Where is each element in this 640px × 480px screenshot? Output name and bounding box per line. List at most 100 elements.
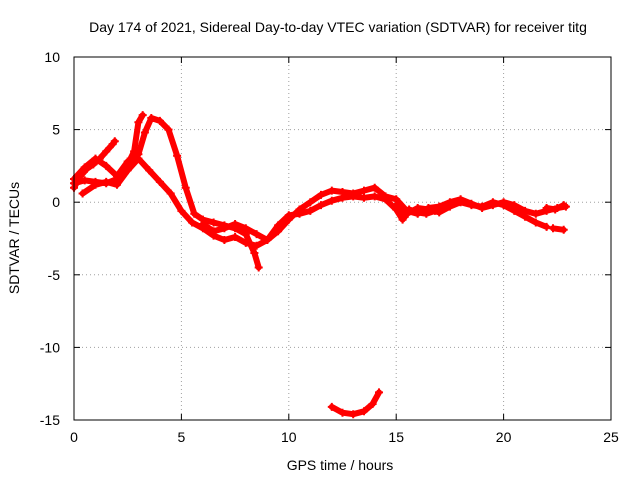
axis-ticks: [73, 56, 612, 421]
data-point: [231, 233, 240, 241]
data-point: [349, 189, 358, 198]
data-point: [220, 224, 229, 233]
data-point: [91, 154, 100, 163]
data-point: [327, 402, 336, 411]
data-point: [542, 204, 551, 212]
data-point: [140, 128, 149, 137]
x-tick-labels: 0 5 10 15 20 25: [70, 429, 619, 445]
data-point: [155, 177, 164, 186]
y-tick-label: 10: [44, 49, 60, 65]
data-point: [231, 220, 240, 228]
data-point: [80, 163, 89, 172]
data-point: [360, 186, 368, 195]
data-point: [338, 408, 347, 417]
data-point: [134, 154, 143, 163]
data-point: [102, 161, 111, 170]
x-tick-label: 15: [388, 429, 404, 445]
data-point: [510, 201, 519, 210]
data-point: [164, 125, 173, 134]
x-tick-label: 5: [178, 429, 186, 445]
data-point: [370, 192, 379, 201]
data-point: [488, 201, 497, 210]
data-point: [435, 202, 444, 211]
data-point: [252, 230, 261, 239]
data-point: [405, 205, 414, 214]
data-point: [220, 236, 229, 244]
data-point: [327, 196, 336, 205]
data-point: [430, 206, 439, 215]
data-point: [360, 407, 368, 416]
data-point: [549, 224, 557, 233]
grid: [74, 57, 611, 420]
data-point: [559, 225, 568, 234]
x-axis-label: GPS time / hours: [287, 457, 394, 473]
data-point: [499, 198, 508, 207]
data-point: [368, 400, 377, 408]
data-point: [392, 201, 401, 210]
data-point: [306, 206, 315, 215]
data-point: [241, 238, 250, 247]
data-point: [123, 157, 132, 166]
x-tick-label: 10: [281, 429, 297, 445]
data-point: [138, 111, 147, 120]
data-point: [145, 166, 154, 175]
plot-frame: [73, 56, 612, 421]
data-point: [188, 218, 197, 227]
data-point: [478, 204, 487, 212]
data-point: [327, 186, 336, 195]
data-point: [349, 410, 358, 419]
data-point: [241, 224, 250, 233]
data-point: [173, 151, 182, 160]
data-point: [80, 176, 89, 185]
chart-title: Day 174 of 2021, Sidereal Day-to-day VTE…: [89, 19, 587, 35]
data-point: [521, 206, 530, 215]
data-point: [400, 212, 409, 221]
data-point: [209, 227, 218, 236]
data-point: [317, 201, 325, 210]
data-point: [190, 209, 199, 218]
data-point: [551, 205, 560, 214]
data-point: [134, 118, 143, 127]
data-point: [252, 241, 261, 250]
x-tick-label: 20: [496, 429, 512, 445]
data-point: [113, 172, 121, 181]
data-point: [254, 263, 263, 272]
data-point: [198, 220, 207, 228]
y-tick-label: 0: [52, 194, 60, 210]
data-point: [166, 189, 175, 198]
y-tick-labels: -15 -10 -5 0 5 10: [40, 49, 60, 428]
y-tick-label: -10: [40, 339, 60, 355]
y-tick-label: 5: [52, 122, 60, 138]
y-axis-label: SDTVAR / TECUs: [6, 182, 22, 294]
data-series: [70, 111, 570, 419]
data-point: [360, 193, 368, 202]
data-point: [284, 215, 293, 224]
data-point: [370, 183, 379, 192]
data-point: [467, 199, 476, 208]
data-point: [559, 201, 568, 210]
data-point: [375, 388, 383, 397]
data-point: [78, 189, 87, 198]
data-point: [295, 205, 304, 214]
data-point: [445, 198, 454, 207]
data-point: [155, 116, 164, 125]
data-point: [531, 209, 540, 218]
data-point: [177, 206, 186, 215]
data-point: [306, 198, 315, 207]
y-tick-label: -15: [40, 412, 60, 428]
x-tick-label: 0: [70, 429, 78, 445]
data-point: [181, 183, 190, 192]
data-point: [147, 114, 156, 122]
data-point: [102, 147, 111, 156]
data-point: [209, 218, 218, 227]
data-point: [381, 192, 390, 201]
data-point: [531, 218, 540, 227]
data-point: [338, 188, 347, 196]
data-point: [422, 209, 431, 218]
data-point: [263, 236, 272, 244]
x-tick-label: 25: [603, 429, 619, 445]
data-point: [91, 180, 100, 189]
data-point: [413, 208, 422, 217]
data-point: [123, 166, 132, 175]
